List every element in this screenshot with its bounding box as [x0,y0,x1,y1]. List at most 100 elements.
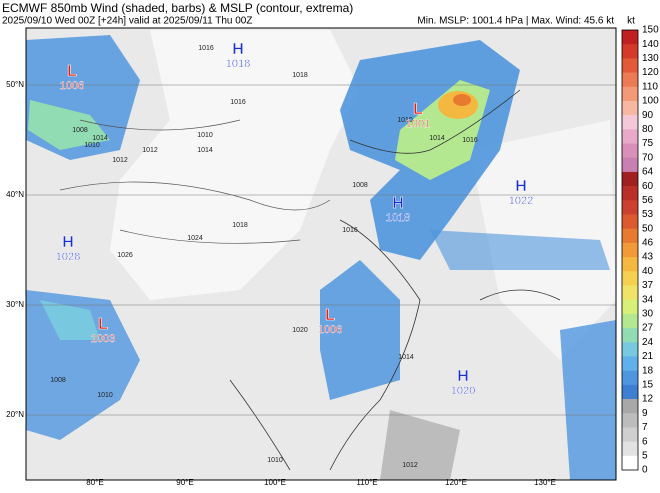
colorbar-segment [622,72,638,88]
colorbar-tick-label: 5 [642,450,648,461]
contour-label: 1010 [397,117,413,124]
center-value: 1028 [56,251,80,263]
center-marker: H [62,234,74,251]
center-value: 1001 [406,118,430,130]
center-value: 1018 [386,212,410,224]
colorbar-segment [622,399,638,414]
colorbar-tick-label: 90 [642,110,654,121]
colorbar-segment [622,200,638,215]
colorbar-tick-label: 37 [642,280,654,291]
title: ECMWF 850mb Wind (shaded, barbs) & MSLP … [2,1,353,15]
contour-label: 1014 [429,135,445,142]
colorbar-tick-label: 130 [642,53,659,64]
map-border [25,27,617,481]
colorbar-segment [622,186,638,201]
colorbar-segment [622,455,638,471]
colorbar-tick-label: 46 [642,238,654,249]
colorbar-tick-label: 60 [642,181,654,192]
colorbar-tick-label: 30 [642,309,654,320]
wind-shade [40,300,100,340]
colorbar-tick-label: 34 [642,294,654,305]
colorbar-segment [622,370,638,386]
center-marker: H [232,41,244,58]
contour-label: 1008 [50,377,66,384]
colorbar-segment [622,427,638,442]
lon-label: 130°E [534,478,556,487]
contour-label: 1016 [230,99,246,106]
colorbar-tick-label: 75 [642,138,654,149]
contour-label: 1018 [292,72,308,79]
dynamic-layer: 1501401301201101009080757064605653504643… [6,25,659,487]
calm-region [110,30,360,300]
lat-label: 40°N [6,190,24,199]
colorbar-segment [622,30,638,45]
lon-label: 80°E [86,478,103,487]
center-marker: H [515,178,527,195]
colorbar-segment [622,157,638,173]
center-marker: L [325,307,335,324]
colorbar-tick-label: 0 [642,465,648,476]
colorbar-segment [622,257,638,272]
colorbar-tick-label: 120 [642,67,659,78]
wind-shade [380,410,460,480]
center-marker: H [392,195,404,212]
colorbar-segment [622,242,638,258]
center-value: 1022 [509,195,533,207]
colorbar-segment [622,299,638,315]
contour-label: 1008 [72,127,88,134]
graticule [26,84,616,416]
center-value: 1018 [226,58,250,70]
colorbar-tick-label: 12 [642,394,654,405]
contour-label: 1018 [232,222,248,229]
colorbar-tick-label: 6 [642,436,648,447]
wind-shade [560,320,616,480]
colorbar-border [621,29,639,471]
colorbar-tick-label: 53 [642,209,654,220]
colorbar-segment [622,413,638,428]
coastline [229,89,561,471]
colorbar-segment [622,342,638,357]
contour-label: 1012 [402,462,418,469]
colorbar-tick-label: 24 [642,337,654,348]
contour-label: 1010 [97,392,113,399]
colorbar-unit: kt [627,16,635,27]
contour-label: 1016 [198,45,214,52]
contour-label: 1016 [342,227,358,234]
colorbar-tick-label: 56 [642,195,654,206]
lon-label: 90°E [176,478,193,487]
lon-label: 120°E [445,478,467,487]
lat-label: 50°N [6,80,24,89]
wind-shade [453,94,471,106]
colorbar-segment [622,271,638,286]
contour-label: 1012 [112,157,128,164]
colorbar-segment [622,58,638,73]
colorbar-tick-label: 140 [642,39,659,50]
lon-label: 110°E [356,478,377,487]
colorbar-segment [622,86,638,102]
contour-label: 1014 [197,147,213,154]
colorbar-segment [622,285,638,300]
center-marker: L [67,63,77,80]
wind-shade [320,260,400,400]
colorbar-segment [622,356,638,371]
contour-label: 1014 [92,135,108,142]
center-marker: L [98,316,108,333]
colorbar-tick-label: 64 [642,167,654,178]
colorbar-tick-label: 27 [642,323,654,334]
colorbar-tick-label: 15 [642,379,654,390]
colorbar-segment [622,44,638,59]
colorbar-tick-label: 50 [642,223,654,234]
stats: Min. MSLP: 1001.4 hPa | Max. Wind: 45.6 … [417,16,614,27]
colorbar-tick-label: 100 [642,96,659,107]
subtitle: 2025/09/10 Wed 00Z [+24h] valid at 2025/… [2,16,252,27]
colorbar-segment [622,384,638,400]
colorbar-tick-label: 9 [642,408,648,419]
colorbar-tick-label: 80 [642,124,654,135]
center-value: 1020 [451,385,475,397]
contour-label: 1020 [292,327,308,334]
contour-label: 1026 [117,252,133,259]
lon-label: 100°E [264,478,286,487]
colorbar-segment [622,441,638,457]
colorbar-segment [622,313,638,329]
